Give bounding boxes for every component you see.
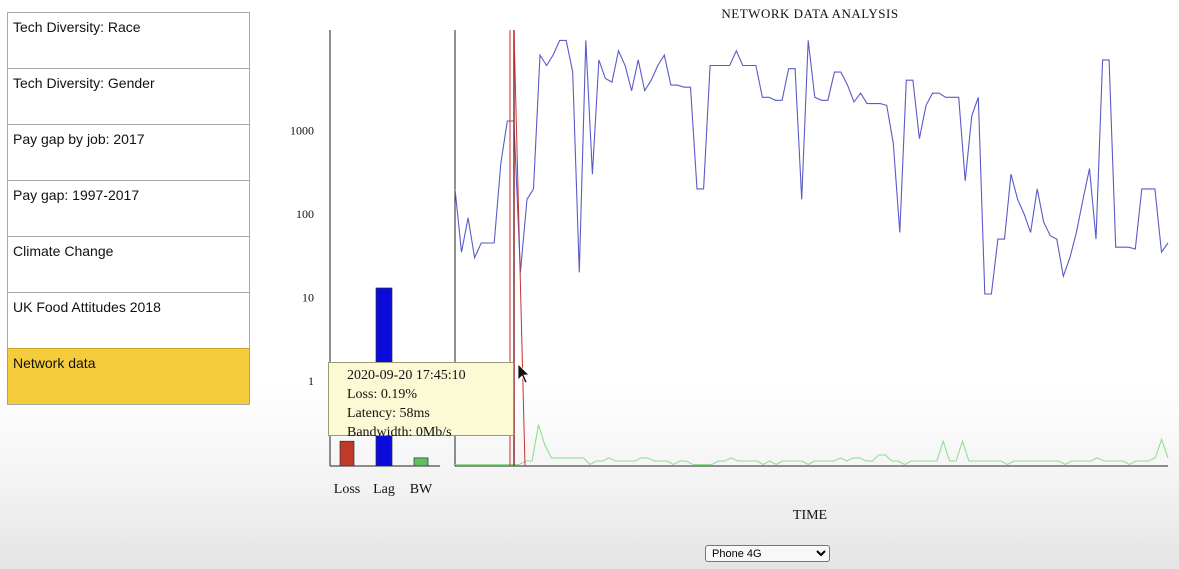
bar-label-loss: Loss — [334, 482, 360, 497]
tooltip-loss: Loss: 0.19% — [347, 387, 417, 402]
device-select[interactable]: Phone 4G — [705, 545, 830, 562]
y-tick-label: 1 — [308, 374, 314, 388]
menu-item-pay-gap-1997-2017[interactable]: Pay gap: 1997-2017 — [7, 180, 250, 236]
chart-menu: Tech Diversity: Race Tech Diversity: Gend… — [7, 12, 250, 405]
bandwidth-line — [455, 424, 1169, 466]
y-tick-label: 10 — [302, 291, 314, 305]
time-series-plot — [454, 29, 1169, 467]
x-axis-label: TIME — [793, 508, 827, 523]
data-tooltip: 2020-09-20 17:45:10 Loss: 0.19% Latency:… — [328, 362, 514, 440]
menu-item-uk-food-attitudes-2018[interactable]: UK Food Attitudes 2018 — [7, 292, 250, 348]
tooltip-timestamp: 2020-09-20 17:45:10 — [347, 368, 466, 383]
latency-line — [454, 39, 1169, 295]
menu-item-tech-diversity-gender[interactable]: Tech Diversity: Gender — [7, 68, 250, 124]
bar-label-bw: BW — [410, 482, 433, 497]
y-tick-label: 1000 — [290, 124, 314, 138]
chart-title: NETWORK DATA ANALYSIS — [721, 6, 898, 21]
y-tick-label: 100 — [296, 207, 314, 221]
bar-label-lag: Lag — [373, 482, 395, 497]
menu-item-tech-diversity-race[interactable]: Tech Diversity: Race — [7, 12, 250, 68]
menu-item-pay-gap-by-job-2017[interactable]: Pay gap by job: 2017 — [7, 124, 250, 180]
menu-item-network-data[interactable]: Network data — [7, 348, 250, 405]
y-axis: 1 10 100 1000 — [290, 30, 331, 466]
tooltip-bandwidth: Bandwidth: 0Mb/s — [347, 425, 452, 440]
tooltip-latency: Latency: 58ms — [347, 406, 430, 421]
hover-loss-line — [513, 29, 526, 467]
mouse-pointer-icon — [517, 363, 530, 384]
bar-loss[interactable] — [339, 440, 355, 467]
menu-item-climate-change[interactable]: Climate Change — [7, 236, 250, 292]
bar-bw[interactable] — [413, 457, 429, 467]
